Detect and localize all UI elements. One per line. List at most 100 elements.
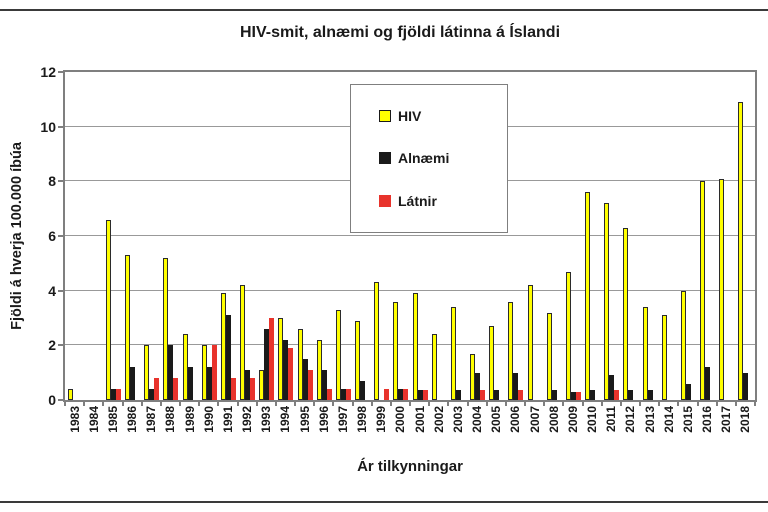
x-tick-mark-30 [639, 401, 641, 406]
x-tick-mark-1 [83, 401, 86, 406]
bottom-border-rule [0, 501, 768, 503]
x-tick-mark-14 [332, 401, 335, 406]
bar-alnæmi-1986 [130, 367, 136, 400]
x-tick-label-1993: 1993 [257, 406, 276, 452]
x-tick-label-1999: 1999 [372, 406, 391, 452]
x-tick-mark-11 [274, 401, 277, 406]
bar-alnæmi-1990 [206, 367, 212, 400]
x-tick-mark-21 [466, 401, 469, 406]
bar-alnæmi-1985 [110, 389, 116, 400]
x-tick-label-text: 2009 [565, 406, 580, 433]
bar-látnir-2001 [422, 390, 428, 400]
bar-hiv-2018 [738, 102, 744, 400]
x-tick-label-text: 2005 [489, 406, 504, 433]
x-tick-label-text: 1989 [182, 406, 197, 433]
x-tick-mark-28 [600, 401, 603, 406]
x-tick-label-text: 1985 [105, 406, 120, 433]
bar-látnir-2000 [403, 389, 409, 400]
x-tick-label-2000: 2000 [391, 406, 410, 452]
x-tick-label-text: 1995 [297, 406, 312, 433]
x-tick-label-text: 1998 [355, 406, 370, 433]
x-tick-label-text: 1983 [67, 406, 82, 433]
x-tick-label-text: 1992 [240, 406, 255, 433]
x-tick-label-2013: 2013 [640, 406, 659, 452]
x-tick-label-text: 2010 [585, 406, 600, 433]
plot-area: HIV Alnæmi Látnir [63, 70, 757, 402]
bar-alnæmi-1995 [302, 359, 308, 400]
bar-alnæmi-1992 [245, 369, 251, 400]
x-tick-label-2012: 2012 [621, 406, 640, 452]
legend-entry-hiv: HIV [379, 108, 507, 124]
chart-title: HIV-smit, alnæmi og fjöldi látinna á Ísl… [239, 24, 561, 41]
x-tick-mark-24 [524, 401, 526, 406]
legend-entry-látnir: Látnir [379, 193, 507, 209]
x-tick-label-2005: 2005 [487, 406, 506, 452]
bar-látnir-1996 [326, 389, 332, 400]
bar-hiv-2005 [489, 326, 495, 400]
bar-alnæmi-1994 [283, 339, 289, 400]
x-tick-label-text: 2015 [680, 406, 695, 433]
legend: HIV Alnæmi Látnir [350, 84, 508, 233]
legend-label-látnir: Látnir [398, 192, 437, 209]
x-tick-label-text: 2016 [700, 406, 715, 433]
x-tick-label-1988: 1988 [161, 406, 180, 452]
bar-látnir-1993 [269, 318, 275, 400]
y-tick-label-6: 6 [48, 228, 56, 244]
bar-alnæmi-1996 [321, 369, 327, 400]
x-tick-label-text: 2011 [604, 406, 619, 433]
bar-alnæmi-1991 [225, 315, 231, 400]
bar-hiv-2007 [527, 285, 533, 400]
bar-alnæmi-1989 [187, 367, 193, 400]
x-tick-label-text: 2003 [450, 406, 465, 433]
x-tick-mark-3 [121, 401, 124, 406]
bar-látnir-2011 [614, 390, 620, 400]
x-tick-mark-25 [543, 401, 546, 406]
bar-hiv-1991 [220, 293, 226, 400]
bar-látnir-1995 [307, 369, 313, 400]
x-tick-label-text: 2004 [470, 406, 485, 433]
x-tick-label-2006: 2006 [506, 406, 525, 452]
legend-label-alnæmi: Alnæmi [398, 150, 450, 167]
x-tick-mark-33 [696, 401, 699, 406]
x-tick-mark-29 [619, 401, 622, 406]
x-tick-label-1984: 1984 [84, 406, 103, 452]
x-tick-label-text: 2014 [661, 406, 676, 433]
x-tick-mark-15 [351, 401, 354, 406]
x-tick-label-text: 2000 [393, 406, 408, 433]
x-tick-label-text: 2012 [623, 406, 638, 433]
bar-látnir-2006 [518, 390, 524, 400]
legend-swatch-alnæmi [379, 152, 391, 165]
bar-alnæmi-2006 [513, 372, 519, 400]
x-tick-label-text: 2001 [412, 406, 427, 433]
x-tick-label-text: 1997 [335, 406, 350, 433]
bar-hiv-1999 [374, 282, 380, 400]
legend-entry-alnæmi: Alnæmi [379, 150, 507, 166]
bar-alnæmi-2012 [628, 390, 634, 400]
x-tick-mark-32 [677, 401, 680, 406]
bar-hiv-1996 [316, 339, 322, 400]
x-tick-label-2008: 2008 [544, 406, 563, 452]
x-tick-label-2016: 2016 [698, 406, 717, 452]
x-tick-label-text: 2007 [527, 406, 542, 433]
bar-hiv-2000 [393, 301, 399, 400]
x-tick-label-text: 1990 [201, 406, 216, 433]
bar-alnæmi-2013 [647, 390, 653, 400]
x-tick-label-text: 1991 [220, 406, 235, 433]
x-tick-mark-20 [447, 401, 450, 406]
y-tick-mark-8 [58, 180, 64, 183]
bar-hiv-2012 [623, 227, 629, 400]
bar-alnæmi-2001 [417, 390, 423, 400]
x-tick-label-1996: 1996 [314, 406, 333, 452]
x-tick-mark-12 [294, 401, 296, 406]
bar-hiv-1993 [259, 369, 265, 400]
x-tick-mark-23 [504, 401, 507, 406]
x-tick-label-1997: 1997 [333, 406, 352, 452]
y-tick-mark-2 [58, 344, 64, 347]
y-tick-label-0: 0 [48, 392, 56, 408]
x-tick-label-text: 2018 [738, 406, 753, 433]
y-tick-mark-12 [58, 71, 64, 73]
bar-alnæmi-2004 [475, 372, 481, 400]
bar-alnæmi-2008 [551, 390, 557, 400]
x-tick-label-text: 1984 [86, 406, 101, 433]
